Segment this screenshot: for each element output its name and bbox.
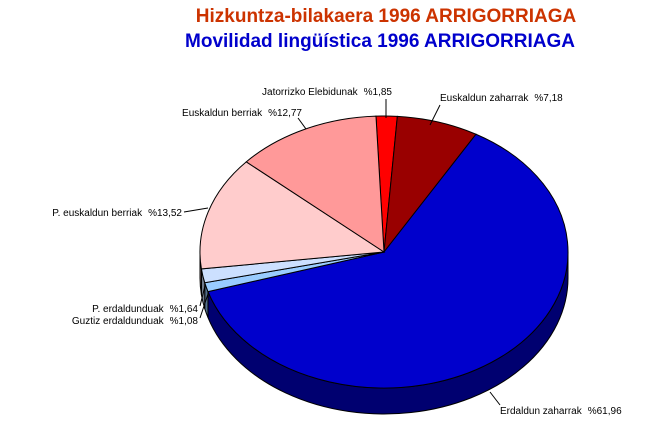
value-label: %13,52 [148,208,182,219]
slice-label: Jatorrizko Elebidunak %1,85 [262,87,392,98]
slice-label: P. erdaldunduak %1,64 [92,304,198,315]
chart-subtitle: Movilidad lingüística 1996 ARRIGORRIAGA [185,31,575,52]
value-label: %1,64 [170,304,199,315]
value-label: %1,08 [170,316,199,327]
category-name: Erdaldun zaharrak [500,406,583,417]
slice [245,115,385,253]
leader-line [297,117,307,130]
value-label: %61,96 [588,406,622,417]
value-label: %1,85 [364,87,393,98]
category-name: Guztiz erdaldunduak [72,316,165,327]
slice [207,133,569,389]
slice-label: Euskaldun berriak %12,77 [182,108,302,119]
slice-label: Guztiz erdaldunduak %1,08 [72,316,199,327]
leader-line [199,293,209,319]
category-name: P. erdaldunduak [92,304,165,315]
value-label: %7,18 [534,93,563,104]
slice-label: Euskaldun zaharrak %7,18 [440,93,563,104]
slice-label: P. euskaldun berriak %13,52 [52,208,182,219]
category-name: Euskaldun berriak [182,108,263,119]
leader-line [183,207,209,213]
slice-label: Erdaldun zaharrak %61,96 [500,406,622,417]
leader-line [489,391,501,406]
category-name: Euskaldun zaharrak [440,93,529,104]
value-label: %12,77 [268,108,302,119]
leader-line [429,104,441,126]
leader-line [199,285,206,307]
category-name: Jatorrizko Elebidunak [262,87,359,98]
category-name: P. euskaldun berriak [52,208,143,219]
chart-title: Hizkuntza-bilakaera 1996 ARRIGORRIAGA [196,6,577,27]
slice [199,161,386,270]
